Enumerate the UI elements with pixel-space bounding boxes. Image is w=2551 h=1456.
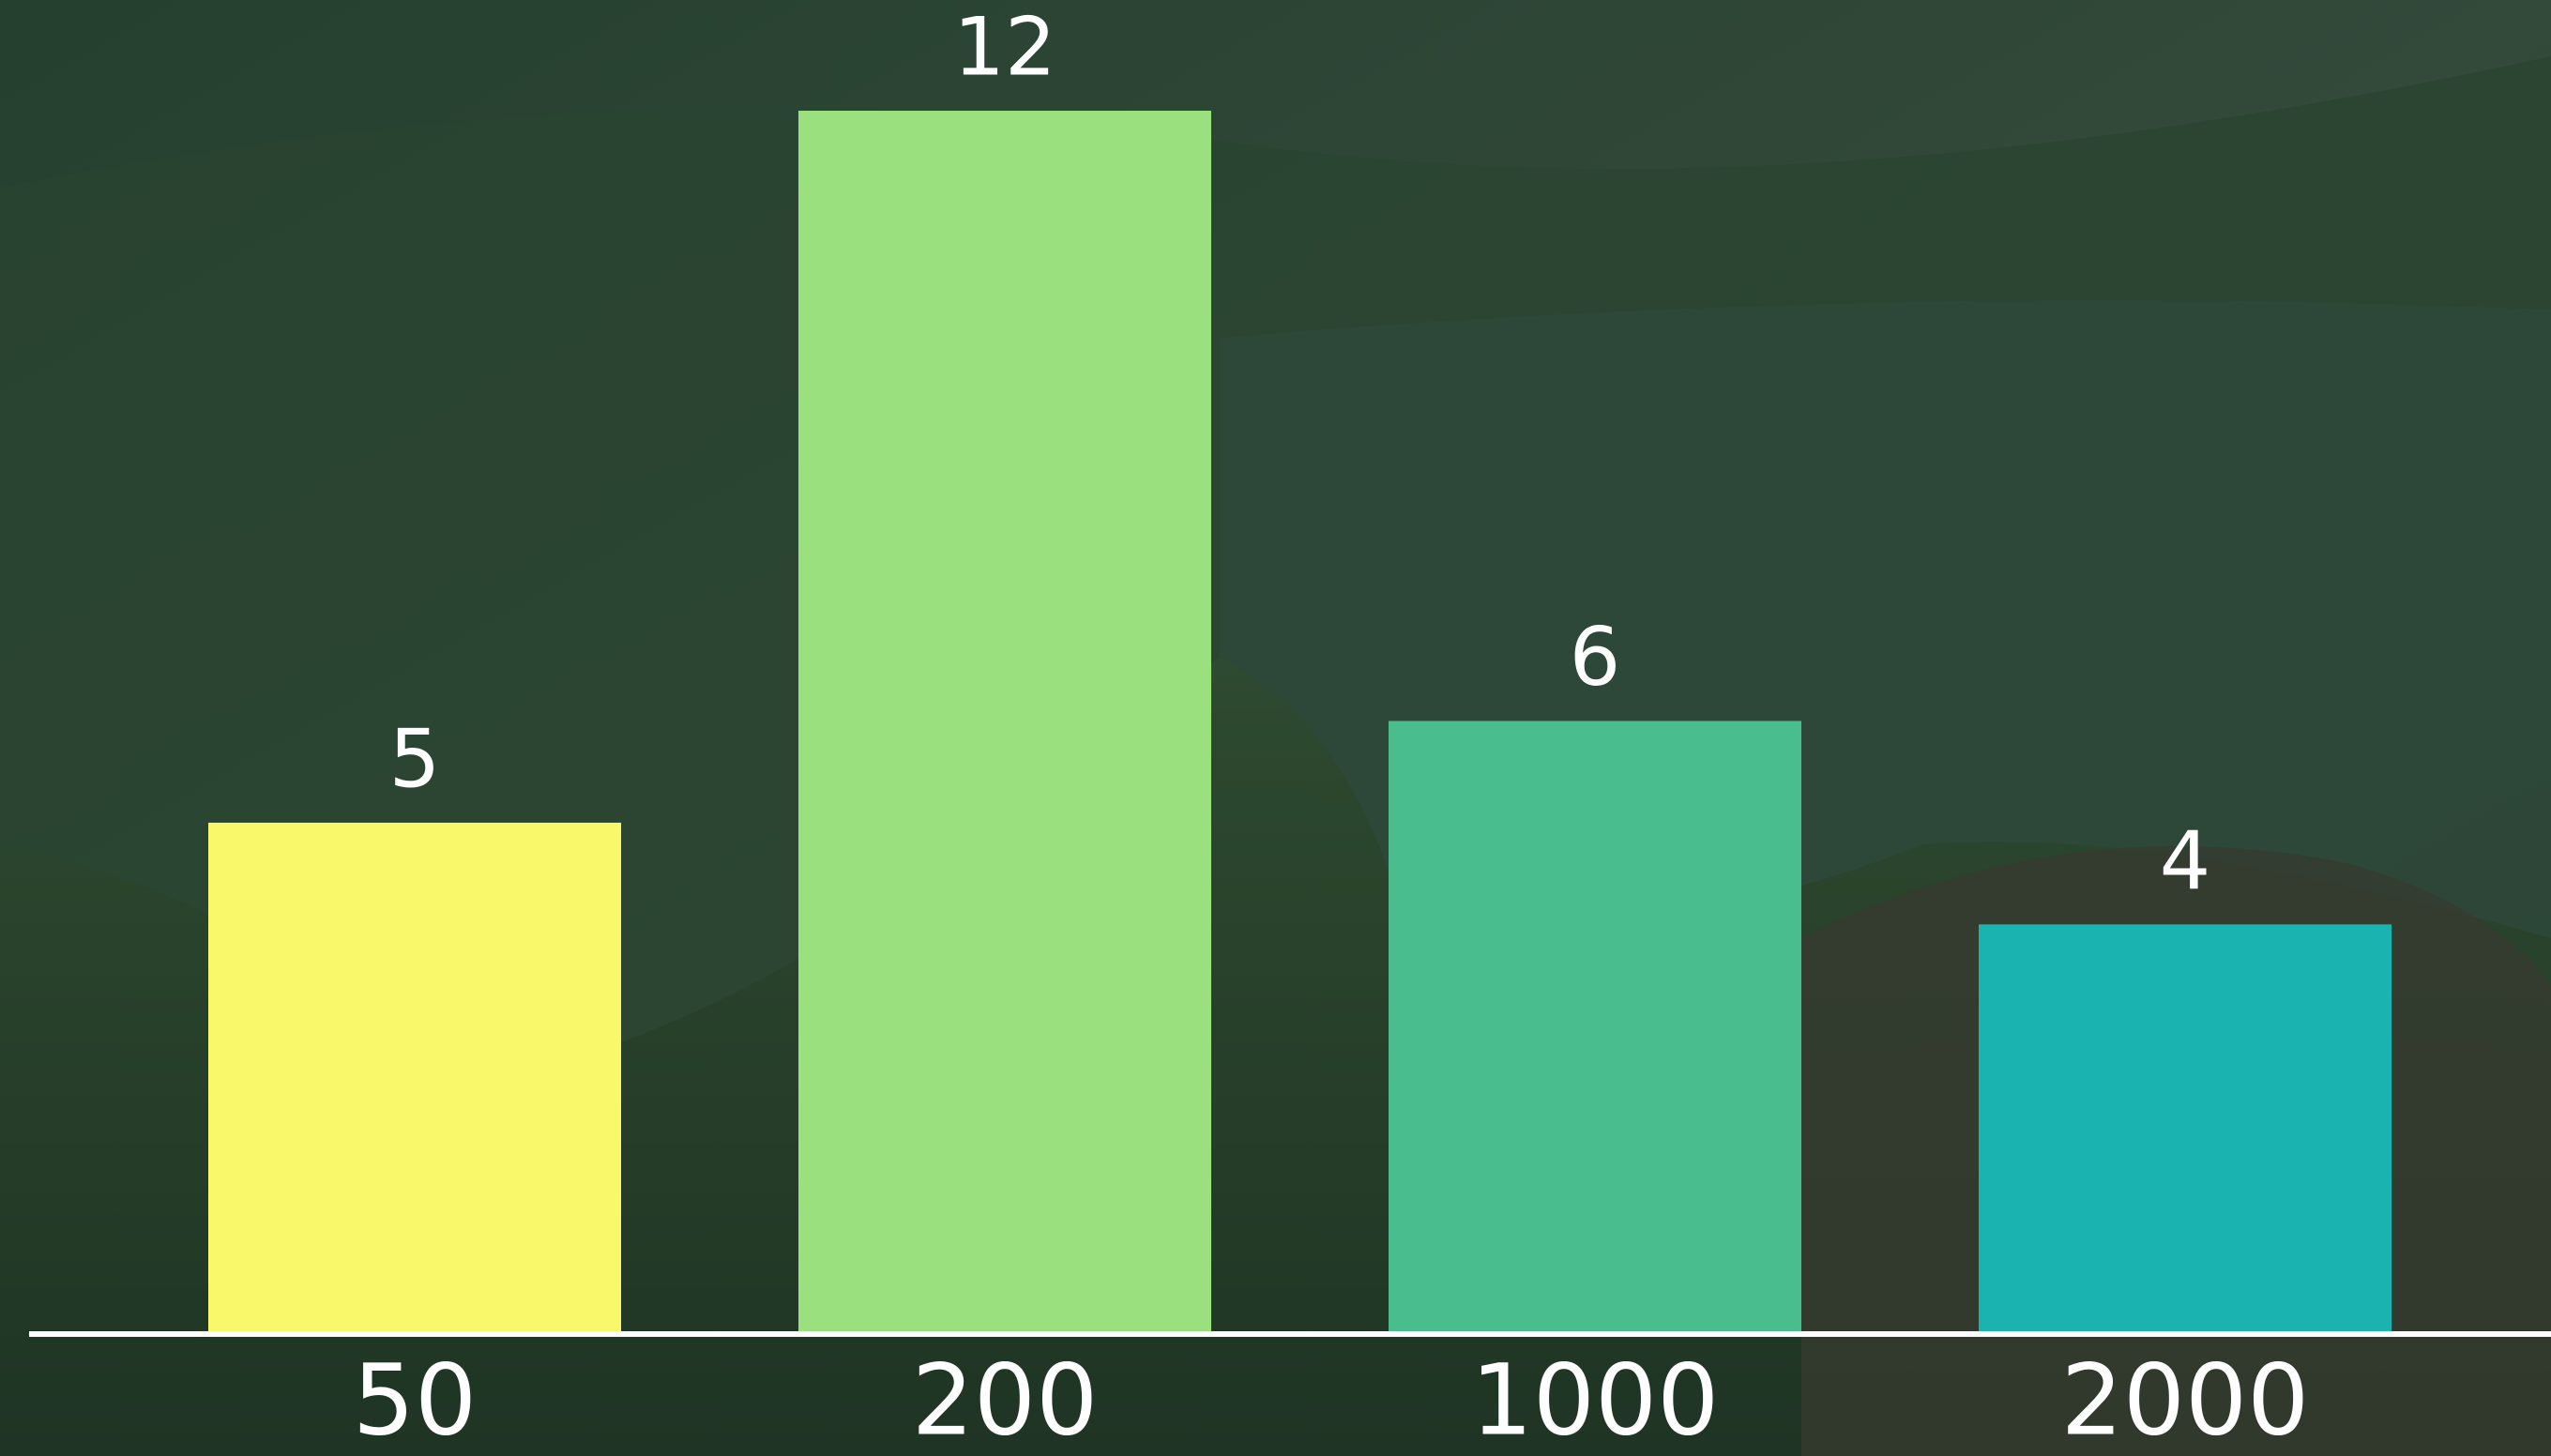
x-tick-label: 200 [912,1342,1099,1456]
x-tick-label: 1000 [1471,1342,1720,1456]
bar [208,822,621,1331]
x-tick-label: 2000 [2061,1342,2310,1456]
value-label: 12 [953,0,1055,94]
value-label: 5 [389,712,441,806]
value-label: 4 [2160,814,2211,908]
bar [1979,924,2392,1331]
bar [798,111,1211,1331]
value-label: 6 [1570,611,1621,705]
x-tick-label: 50 [353,1342,477,1456]
bar [1389,720,1801,1331]
